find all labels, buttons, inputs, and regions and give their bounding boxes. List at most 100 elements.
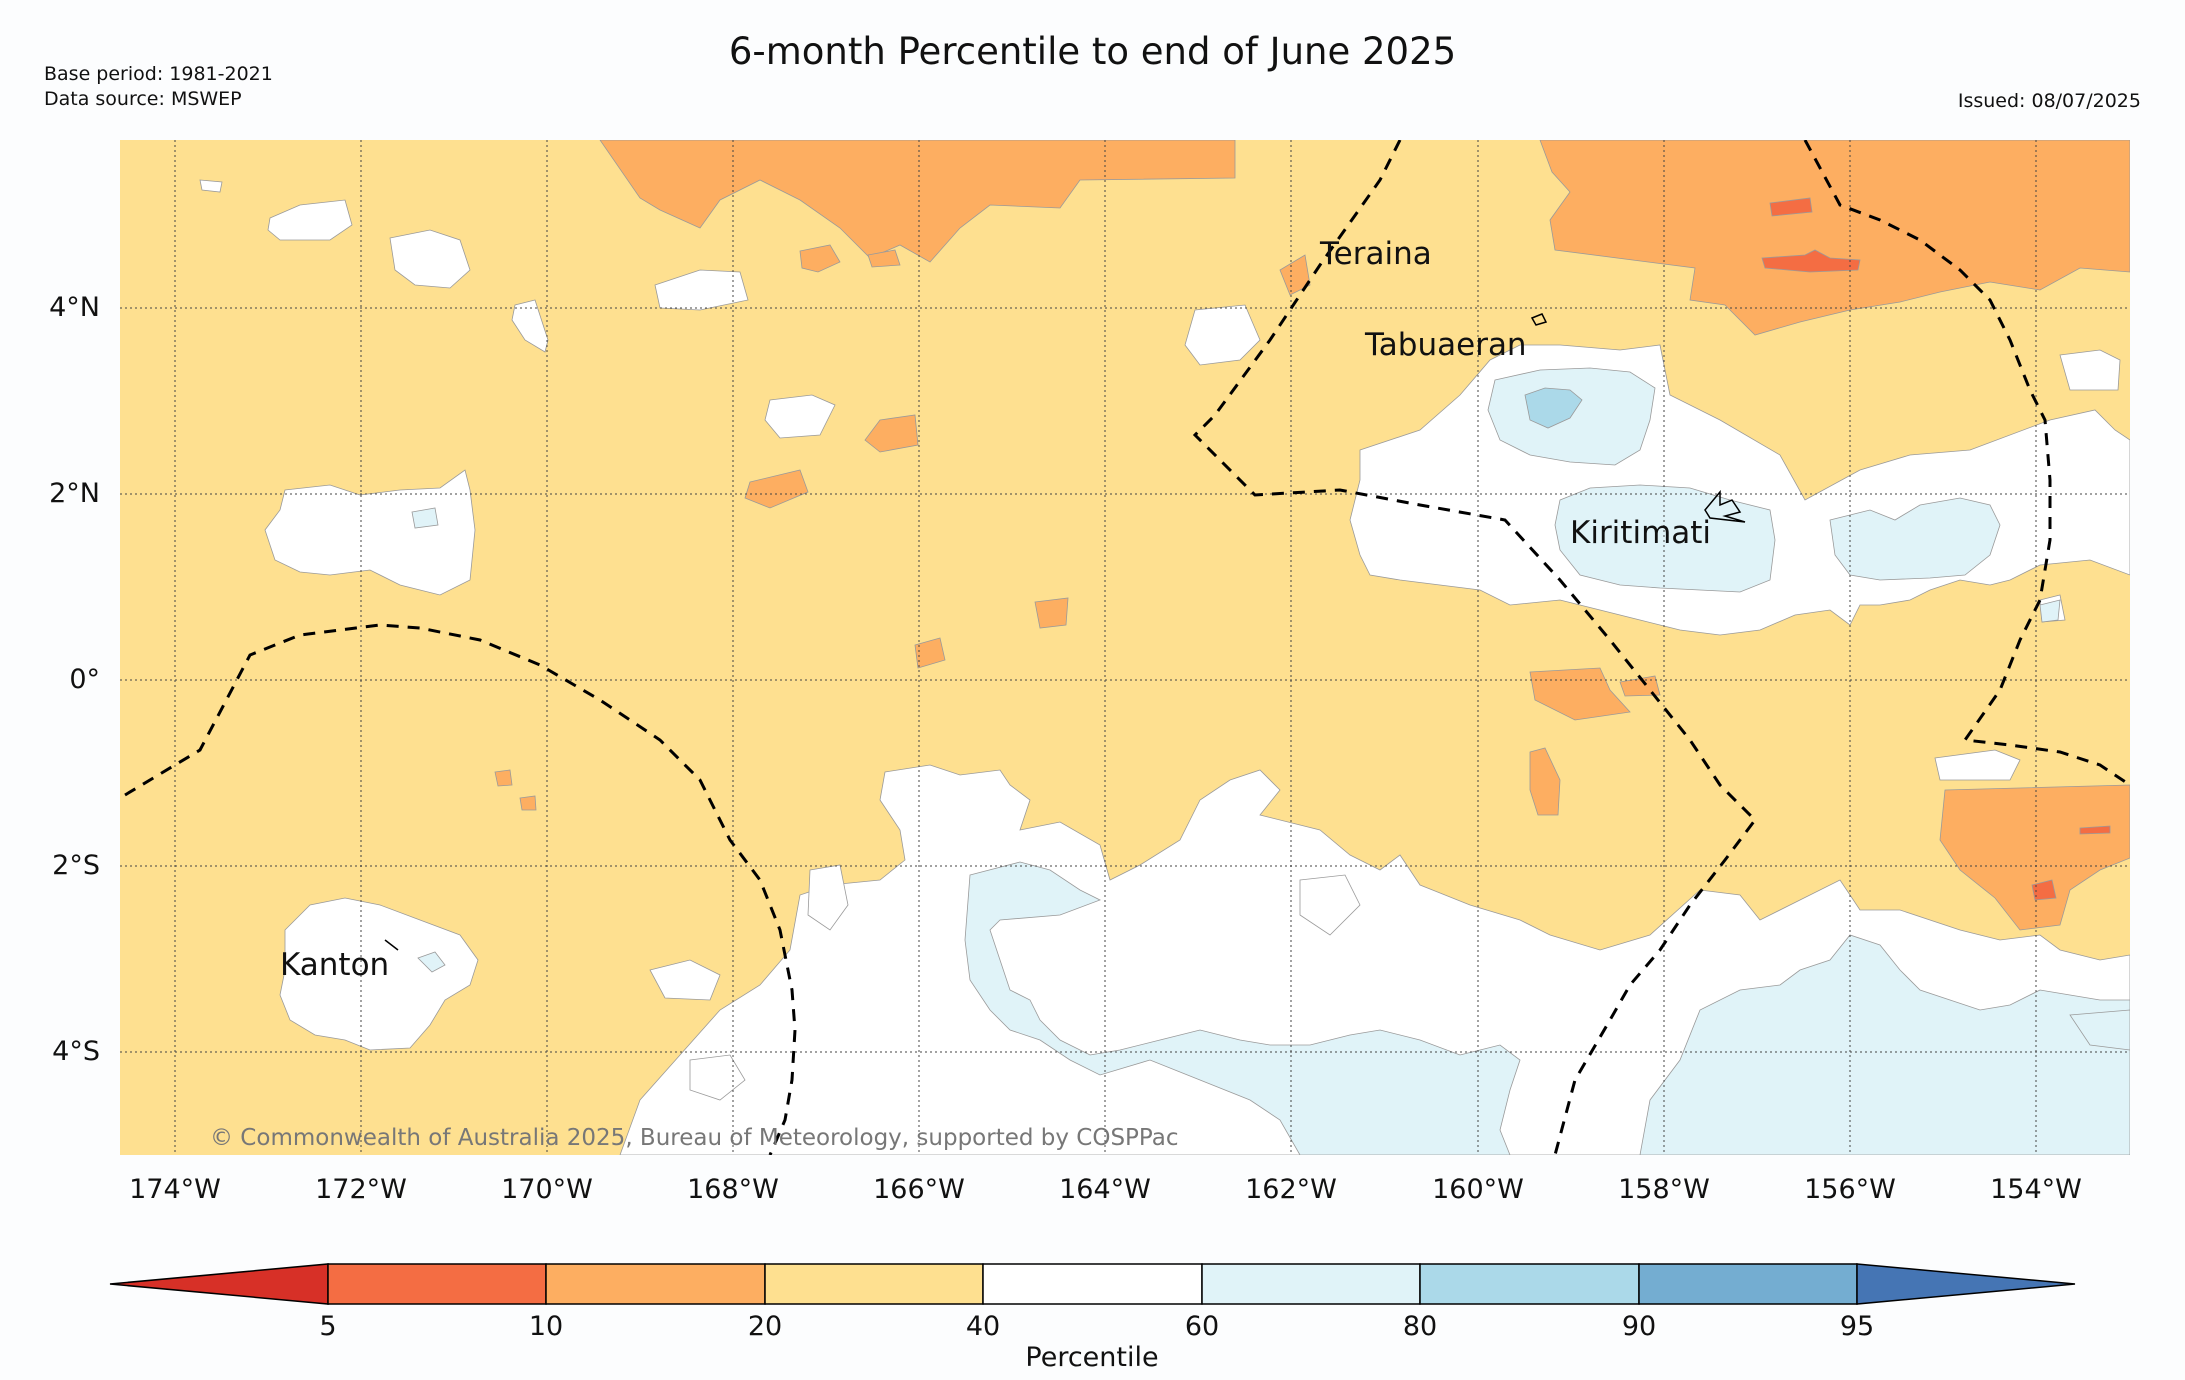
orange-patch-7 <box>1279 254 1311 296</box>
colorbar-tick: 95 <box>1840 1311 1874 1342</box>
percentile-shading <box>199 140 2130 1155</box>
lightblue-patch-e2 <box>2039 599 2061 623</box>
colorbar-tick: 40 <box>966 1311 1000 1342</box>
tabuaeran-outline <box>1530 313 1548 326</box>
orange-patch-8 <box>1529 667 1631 721</box>
lon-label: 164°W <box>1059 1174 1151 1205</box>
orange-patch-3 <box>864 414 919 453</box>
white-patch-s4 <box>1299 874 1361 936</box>
colorbar-bin-80-90 <box>1419 1263 1640 1305</box>
kiritimati-outline <box>1704 489 1746 523</box>
red-patch-2 <box>1761 249 1861 273</box>
lon-label: 160°W <box>1432 1174 1524 1205</box>
white-blob-4 <box>511 299 549 353</box>
island-outlines <box>384 313 1746 951</box>
lightblue-region-south-east <box>1639 934 2130 1155</box>
colorbar-bin-10-20 <box>545 1263 766 1305</box>
eez-line-islands <box>1192 140 1757 1155</box>
colorbar <box>109 1263 2076 1305</box>
colorbar-label: Percentile <box>1025 1342 1158 1373</box>
colorbar-extend-low <box>109 1263 329 1305</box>
white-blob-7 <box>1184 304 1261 366</box>
copyright-text: © Commonwealth of Australia 2025, Bureau… <box>210 1125 1179 1151</box>
lon-label: 162°W <box>1245 1174 1337 1205</box>
place-label-tabuaeran: Tabuaeran <box>1364 327 1527 363</box>
lon-label: 174°W <box>129 1174 221 1205</box>
latitude-labels: 4°N 2°N 0° 2°S 4°S <box>49 292 100 1067</box>
orange-region-north-east <box>1539 140 2130 336</box>
lightblue-patch-e <box>2069 1009 2130 1051</box>
orange-patch-12 <box>519 795 537 811</box>
lat-label: 2°S <box>52 850 100 881</box>
white-blob-5 <box>764 394 836 439</box>
lat-label: 2°N <box>49 478 100 509</box>
orange-patch-9 <box>1619 675 1661 697</box>
white-patch-s1 <box>649 959 721 1001</box>
orange-patch-10 <box>1529 747 1561 816</box>
eez-boundaries <box>124 140 2130 1155</box>
page-title: 6-month Percentile to end of June 2025 <box>728 30 1457 73</box>
kanton-outline <box>384 939 399 951</box>
place-labels: Teraina Tabuaeran Kiritimati Kanton <box>280 236 1711 983</box>
red-patch-4 <box>2079 825 2111 835</box>
colorbar-ticks: 5 10 20 40 60 80 90 95 <box>319 1311 1874 1342</box>
colorbar-bin-40-60 <box>982 1263 1203 1305</box>
white-blob-6 <box>199 179 223 193</box>
lon-label: 168°W <box>687 1174 779 1205</box>
lon-label: 154°W <box>1990 1174 2082 1205</box>
colorbar-bin-20-40 <box>764 1263 984 1305</box>
white-blob-2 <box>389 229 471 289</box>
graticule <box>120 140 2130 1155</box>
orange-patch-5 <box>1034 597 1069 629</box>
blue-patch-tabuaeran <box>1524 387 1583 429</box>
orange-patch-1 <box>799 244 841 273</box>
lightblue-patch-kanton <box>417 951 446 973</box>
lon-label: 156°W <box>1804 1174 1896 1205</box>
colorbar-tick: 80 <box>1403 1311 1437 1342</box>
white-blob-west <box>264 469 476 596</box>
eez-phoenix <box>124 623 797 1155</box>
colorbar-bin-5-10 <box>327 1263 547 1305</box>
issued-date: Issued: 08/07/2025 <box>1957 90 2141 112</box>
lightblue-region-south-center <box>964 861 1521 1155</box>
meta-info: Base period: 1981-2021 Data source: MSWE… <box>44 62 273 112</box>
base-period: Base period: 1981-2021 <box>44 63 273 85</box>
colorbar-tick: 20 <box>748 1311 782 1342</box>
white-patch-e1 <box>2059 349 2121 391</box>
place-label-kanton: Kanton <box>280 947 389 983</box>
lon-label: 172°W <box>315 1174 407 1205</box>
longitude-labels: 174°W 172°W 170°W 168°W 166°W 164°W 162°… <box>129 1174 2082 1205</box>
lon-label: 166°W <box>873 1174 965 1205</box>
orange-region-south-east <box>1939 784 2130 931</box>
colorbar-bin-90-95 <box>1638 1263 1858 1305</box>
colorbar-extend-high <box>1856 1263 2076 1305</box>
lightblue-blob-kiritimati <box>1554 484 1776 593</box>
colorbar-tick: 10 <box>529 1311 563 1342</box>
orange-patch-11 <box>494 769 513 787</box>
colorbar-tick: 5 <box>319 1311 336 1342</box>
eez-east <box>1803 140 2130 787</box>
white-blob-kanton <box>279 897 479 1051</box>
lat-label: 0° <box>69 664 100 695</box>
lightblue-blob-east <box>1829 497 2001 581</box>
white-patch-e2 <box>1934 749 2021 781</box>
red-patch-1 <box>1769 197 1813 217</box>
data-source: Data source: MSWEP <box>44 88 242 110</box>
orange-patch-6 <box>914 637 946 669</box>
lat-label: 4°S <box>52 1036 100 1067</box>
lightblue-patch-w <box>411 507 439 529</box>
lat-label: 4°N <box>49 292 100 323</box>
orange-patch-2 <box>867 249 901 268</box>
colorbar-bin-60-80 <box>1201 1263 1421 1305</box>
colorbar-tick: 90 <box>1622 1311 1656 1342</box>
white-blob-1 <box>267 199 353 241</box>
place-label-teraina: Teraina <box>1319 236 1432 272</box>
orange-patch-4 <box>744 469 809 509</box>
red-patch-3 <box>2031 879 2057 901</box>
lightblue-blob-tabuaeran <box>1487 367 1656 466</box>
place-label-kiritimati: Kiritimati <box>1570 515 1711 551</box>
colorbar-tick: 60 <box>1185 1311 1219 1342</box>
lon-label: 170°W <box>501 1174 593 1205</box>
lon-label: 158°W <box>1618 1174 1710 1205</box>
